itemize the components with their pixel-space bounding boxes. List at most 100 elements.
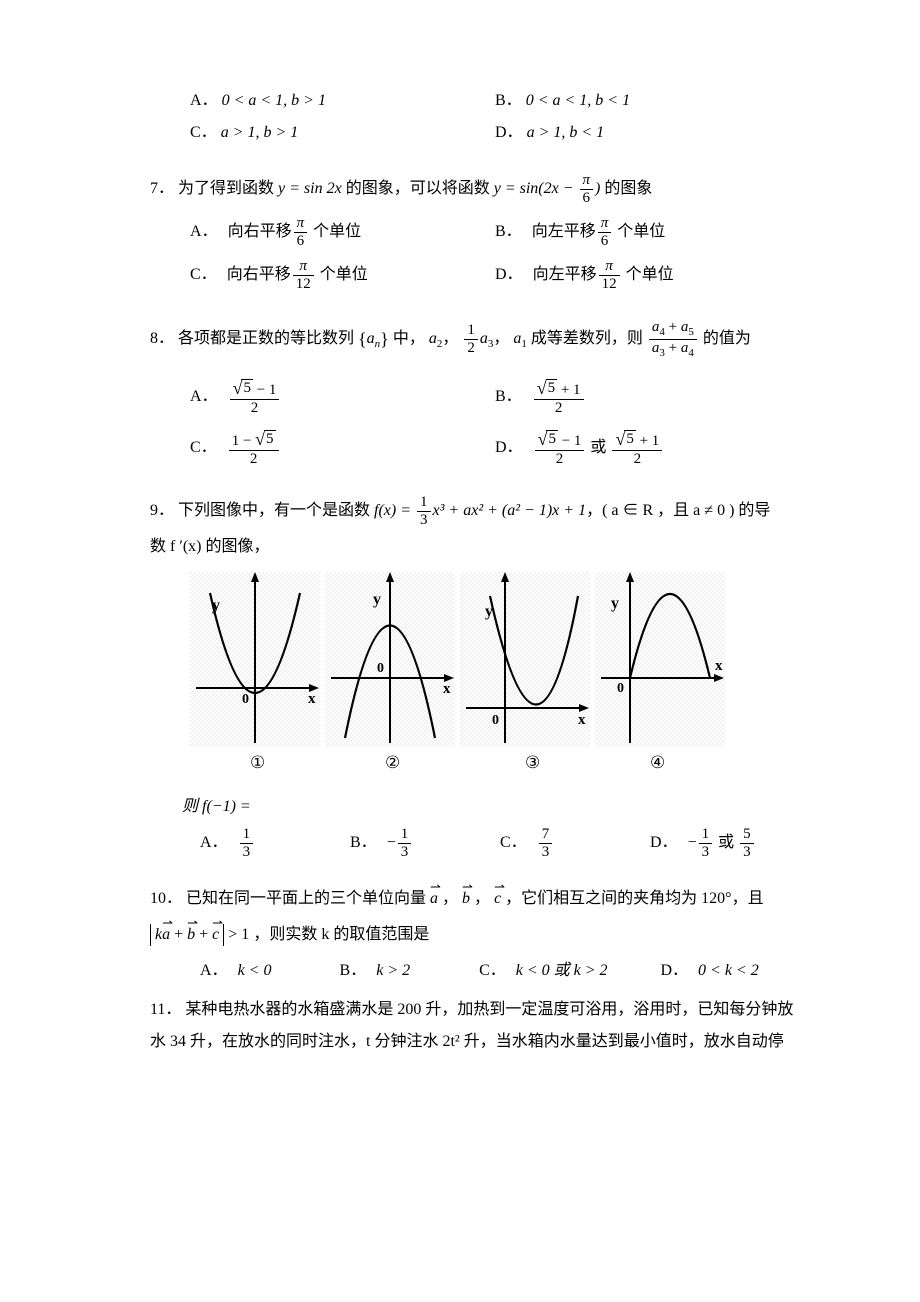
neg: − [387,834,396,851]
opt-frac: 13 [398,827,412,860]
q8-row2: C． 1 − √5 2 D． √5 − 1 2 或 √5 + 1 2 [190,430,800,467]
q10-num: 10． [150,890,182,907]
opt-label: C． [190,439,217,456]
opt-frac: 13 [240,827,254,860]
vec-a: ⇀a [430,888,438,910]
q8-stem-d: 的值为 [703,330,751,347]
opt-frac: π6 [598,216,612,249]
brace-r: } [380,329,389,349]
opt-text: k < 0 或 k > 2 [516,962,608,979]
q8-row1: A． √5 − 1 2 B． √5 + 1 2 [190,379,800,416]
opt-label: B． [495,388,522,405]
opt-post: 个单位 [316,266,368,283]
q8-optC: C． 1 − √5 2 [190,430,495,467]
q6-optD: D． a > 1, b < 1 [495,122,800,144]
opt-label: C． [500,834,527,851]
norm-expr: k⇀a + ⇀b + ⇀c [150,924,224,946]
opt-label: B． [495,92,522,109]
opt-frac: 1 − √5 2 [229,430,279,467]
q7-eq1: y = sin 2x [278,180,342,197]
svg-text:④: ④ [650,753,665,772]
q9-fx: f(x) = [374,502,415,519]
opt-label: A． [190,388,218,405]
opt-frac: √5 − 1 2 [230,379,280,416]
q7-optC: C． 向右平移π12 个单位 [190,259,495,292]
svg-text:①: ① [250,753,265,772]
opt-label: A． [190,223,218,240]
q9-graphs: y x 0 y x 0 y x 0 [190,568,730,788]
q7-row2: C． 向右平移π12 个单位 D． 向左平移π12 个单位 [190,259,800,292]
q7-optD: D． 向左平移π12 个单位 [495,259,800,292]
q8-optA: A． √5 − 1 2 [190,379,495,416]
opt-label: C． [479,962,506,979]
opt-label: D． [650,834,678,851]
seq-a: a [367,330,375,347]
q8-bigfrac: a4 + a5 a3 + a4 [649,320,697,359]
t2-frac: 12 [464,323,478,356]
opt-post: 个单位 [622,266,674,283]
q10: 10． 已知在同一平面上的三个单位向量 ⇀a ， ⇀b ， ⇀c ，它们相互之间… [150,888,800,910]
q9-optC: C． 73 [500,827,650,860]
neg: − [688,834,697,851]
opt-label: A． [190,92,218,109]
comma: ， [442,330,458,347]
or-text: 或 [590,439,610,456]
opt-text: 0 < k < 2 [698,962,759,979]
svg-text:0: 0 [492,713,499,728]
svg-text:0: 0 [242,692,249,707]
q9-line2: 数 f ′(x) 的图像， [150,536,800,558]
q11-line2: 水 34 升，在放水的同时注水，t 分钟注水 2t² 升，当水箱内水量达到最小值… [150,1031,800,1053]
q7-optB: B． 向左平移π6 个单位 [495,216,800,249]
q8-optD: D． √5 − 1 2 或 √5 + 1 2 [495,430,800,467]
q11-num: 11． [150,1001,181,1018]
t2-a: a [480,330,488,347]
q10-optA: A． k < 0 [200,960,340,982]
q10-stem-b: ，它们相互之间的夹角均为 120°，且 [505,890,763,907]
opt-frac: 73 [539,827,553,860]
q9-frac: 13 [417,495,431,528]
q6-optC: C． a > 1, b > 1 [190,122,495,144]
opt-label: D． [660,962,688,979]
t3-sub: 1 [521,338,527,350]
q10-optB: B． k > 2 [340,960,480,982]
vec-c: ⇀c [494,888,501,910]
q6-optB: B． 0 < a < 1, b < 1 [495,90,800,112]
opt-frac: π12 [293,259,314,292]
opt-post: 个单位 [613,223,665,240]
q8-num: 8． [150,330,174,347]
q11: 11． 某种电热水器的水箱盛满水是 200 升，加热到一定温度可浴用，浴用时，已… [150,999,800,1021]
opt-label: D． [495,124,523,141]
opt-frac2: 53 [740,827,754,860]
svg-text:x: x [578,712,586,728]
q8-stem-a: 各项都是正数的等比数列 [178,330,354,347]
opt-text: a > 1, b < 1 [527,124,605,141]
opt-frac: π6 [294,216,308,249]
q6-row1: A． 0 < a < 1, b > 1 B． 0 < a < 1, b < 1 [190,90,800,112]
opt-text: 0 < a < 1, b < 1 [526,92,630,109]
graphs-svg: y x 0 y x 0 y x 0 [190,568,730,788]
opt-frac: π12 [599,259,620,292]
q9-optD: D． −13 或 53 [650,827,800,860]
opt-text: k > 2 [376,962,410,979]
opt-frac1: √5 − 1 2 [535,430,585,467]
q10-line2: k⇀a + ⇀b + ⇀c > 1 ，则实数 k 的取值范围是 [150,924,800,947]
opt-label: B． [340,962,367,979]
q8-stem-c: 成等差数列，则 [531,330,647,347]
opt-label: B． [350,834,377,851]
svg-text:y: y [212,597,220,614]
svg-text:x: x [308,691,316,707]
comma: ， [442,890,458,907]
svg-text:y: y [611,595,619,612]
or-text: 或 [714,834,738,851]
q7-stem-c: 的图象 [604,180,652,197]
q7: 7． 为了得到函数 y = sin 2x 的图象，可以将函数 y = sin(2… [150,173,800,206]
opt-frac1: 13 [699,827,713,860]
opt-text: 0 < a < 1, b > 1 [222,92,326,109]
svg-text:②: ② [385,753,400,772]
opt-label: C． [190,124,217,141]
gt: > 1 [228,926,249,943]
opt-label: D． [495,266,523,283]
opt-text: a > 1, b > 1 [221,124,299,141]
svg-text:y: y [373,591,381,608]
opt-label: B． [495,223,522,240]
